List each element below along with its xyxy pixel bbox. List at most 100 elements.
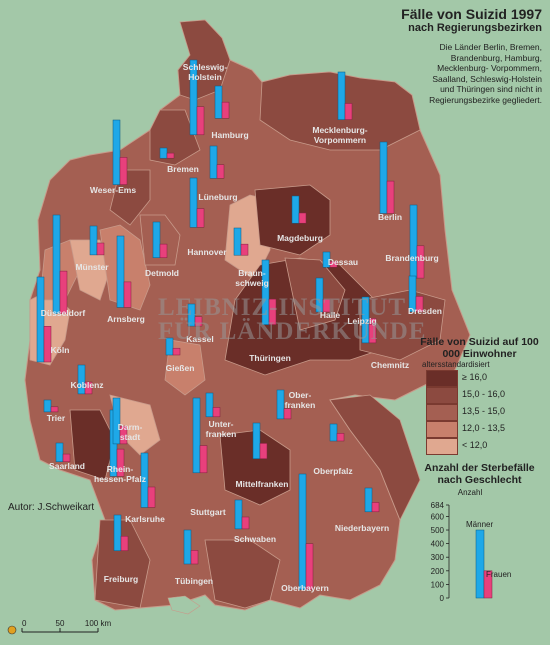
scale-label: 50	[56, 619, 65, 628]
region-shape	[204, 539, 281, 609]
legend-row: < 12,0	[412, 438, 547, 455]
region-label-line2-0: Holstein	[188, 72, 222, 82]
bar-women-13	[329, 261, 338, 268]
region-label-6: Berlin	[378, 212, 402, 222]
bar-women-1	[221, 101, 230, 119]
region-label-17: Leipzig	[347, 316, 376, 326]
bar-men-14	[52, 214, 61, 314]
sex-legend-title: Anzahl der Sterbefälle nach Geschlecht	[424, 462, 535, 486]
region-label-19: Köln	[51, 345, 70, 355]
choropleth-legend: Fälle von Suizid auf 100 000 Einwohner a…	[412, 336, 547, 455]
bar-women-33	[147, 486, 156, 508]
region-label-15: Arnsberg	[107, 314, 145, 324]
region-label-13: Dessau	[328, 257, 358, 267]
region-label-1: Hamburg	[211, 130, 248, 140]
map-title: Fälle von Suizid 1997	[401, 6, 542, 22]
sex-axis-tick-label: 600	[431, 512, 445, 521]
bar-men-33	[140, 452, 149, 508]
bar-men-25	[43, 399, 52, 413]
region-label-line2-28: franken	[285, 400, 316, 410]
bar-women-3	[166, 152, 175, 159]
bar-men-34	[192, 397, 201, 474]
legend-swatch	[426, 387, 458, 404]
region-label-8: Hannover	[187, 247, 227, 257]
bar-men-23	[361, 296, 370, 344]
bar-women-28	[283, 408, 292, 420]
bar-women-25	[50, 406, 59, 413]
map-note: Die Länder Berlin, Bremen, Brandenburg, …	[429, 42, 542, 105]
bar-women-31	[259, 443, 268, 459]
region-label-39: Oberbayern	[281, 583, 329, 593]
bar-men-1	[214, 85, 223, 119]
map-title-block: Fälle von Suizid 1997 nach Regierungsbez…	[401, 6, 542, 35]
author-credit: Autor: J.Schweikart	[8, 502, 95, 513]
bar-men-31	[252, 422, 261, 459]
bar-men-29	[55, 442, 64, 462]
bar-men-38	[183, 529, 192, 565]
region-label-29: Saarland	[49, 461, 85, 471]
sex-axis-label: Anzahl	[458, 488, 483, 497]
bar-men-15	[116, 235, 125, 308]
legend-row: ≥ 16,0	[412, 370, 547, 387]
region-label-12: Braun-	[238, 268, 266, 278]
watermark-line2: FÜR LÄNDERKUNDE	[158, 318, 427, 345]
compass-icon	[7, 625, 17, 635]
region-label-9: Brandenburg	[385, 253, 438, 263]
region-shape	[99, 224, 151, 311]
region-label-27: Unter-	[208, 419, 233, 429]
legend-swatch	[426, 421, 458, 438]
legend-rows: ≥ 16,0 15,0 - 16,0 13,5 - 15,0 12,0 - 13,5 <…	[412, 370, 547, 455]
legend-subtitle: altersstandardisiert	[422, 360, 490, 369]
region-label-31: Mittelfranken	[236, 479, 289, 489]
bar-women-30	[119, 425, 128, 445]
bar-men-6	[379, 141, 388, 214]
region-label-line2-2: Vorpommern	[314, 135, 366, 145]
region-label-20: Kassel	[186, 334, 213, 344]
region-label-30: Rhein-	[107, 464, 134, 474]
legend-title: Fälle von Suizid auf 100 000 Einwohner	[420, 336, 539, 360]
region-label-34: Stuttgart	[190, 507, 226, 517]
region-label-16: Halle	[320, 310, 341, 320]
region-label-24: Koblenz	[70, 380, 103, 390]
legend-label: ≥ 16,0	[462, 372, 487, 382]
bar-women-21	[268, 298, 277, 325]
region-label-line2-27: franken	[206, 429, 237, 439]
bar-men-18	[408, 275, 417, 312]
sex-axis-tick-label: 400	[431, 540, 445, 549]
bar-women-7	[298, 212, 307, 224]
bar-women-39	[305, 543, 314, 590]
region-label-7: Magdeburg	[277, 233, 323, 243]
sex-axis-tick-label: 0	[440, 594, 445, 603]
bar-women-15	[123, 281, 132, 308]
bar-men-39	[298, 473, 307, 590]
region-label-2: Mecklenburg-	[312, 125, 367, 135]
sex-axis-tick-label: 300	[431, 553, 445, 562]
bar-women-19	[43, 326, 52, 363]
region-label-25: Trier	[47, 413, 66, 423]
region-label-line2-30: hessen-Pfalz	[94, 474, 146, 484]
bar-women-14	[59, 270, 68, 314]
region-label-38: Tübingen	[175, 576, 213, 586]
legend-swatch	[426, 404, 458, 421]
sex-axis-tick-label: 500	[431, 526, 445, 535]
bar-men-24	[77, 364, 86, 395]
legend-label: 15,0 - 16,0	[462, 389, 506, 399]
bar-women-24	[84, 381, 93, 395]
sex-bar-women	[483, 570, 493, 599]
legend-row: 15,0 - 16,0	[412, 387, 547, 404]
bar-men-37	[113, 514, 122, 551]
bar-women-22	[172, 347, 181, 356]
bar-women-9	[416, 245, 425, 279]
bar-men-3	[159, 147, 168, 159]
map-subtitle: nach Regierungsbezirken	[408, 22, 542, 34]
scale-label: 100 km	[85, 619, 112, 628]
legend-label: < 12,0	[462, 440, 488, 450]
bar-women-26	[116, 448, 125, 477]
sex-bar-men	[475, 529, 485, 599]
bar-men-21	[261, 259, 270, 325]
bar-women-4	[119, 157, 128, 185]
region-label-11: Detmold	[145, 268, 179, 278]
legend-label: 13,5 - 15,0	[462, 406, 506, 416]
sex-men-label: Männer	[466, 520, 493, 529]
sex-women-label: Frauen	[486, 570, 511, 579]
